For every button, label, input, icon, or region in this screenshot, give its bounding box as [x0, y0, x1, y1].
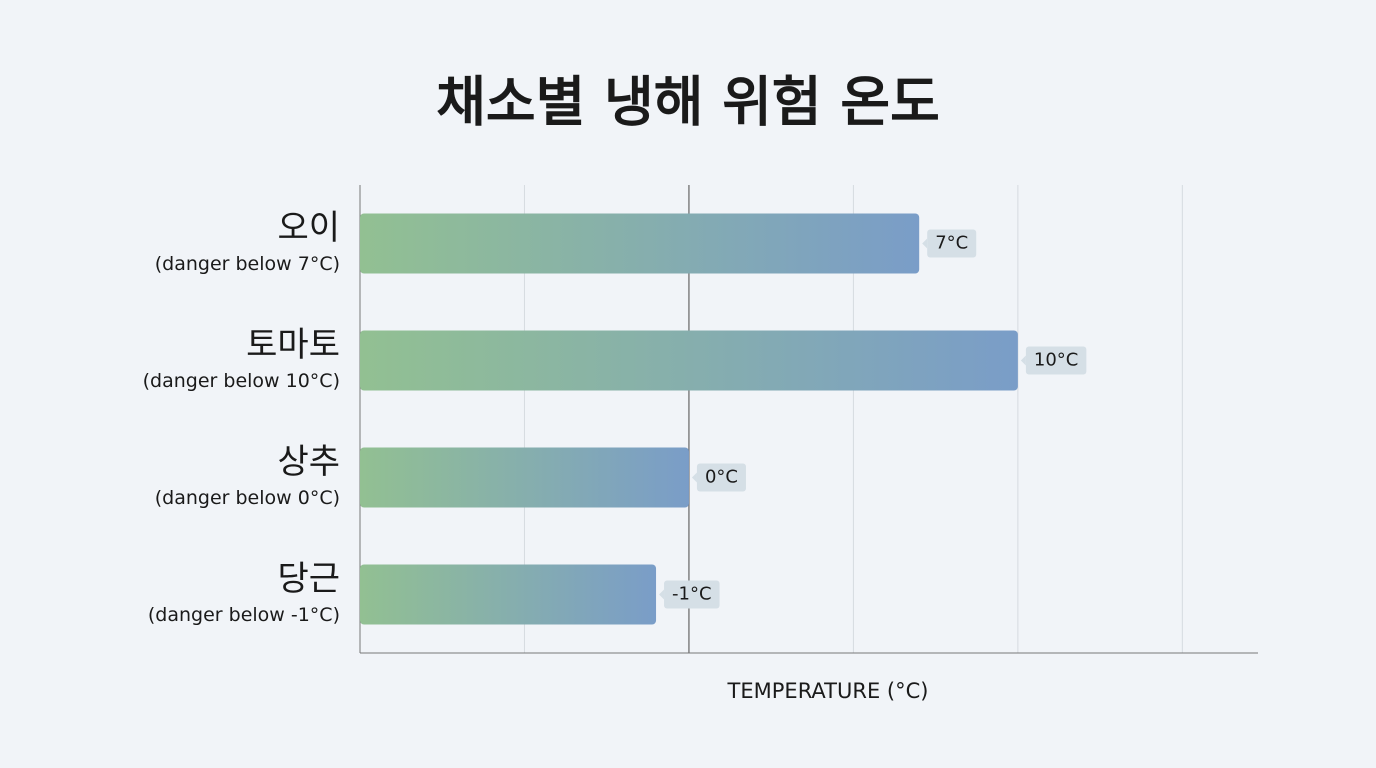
category-label: 당근 — [277, 559, 340, 599]
category-label: 토마토 — [246, 325, 340, 365]
bar — [360, 330, 1018, 391]
category-label: 상추 — [277, 442, 340, 482]
value-label-box — [1025, 346, 1087, 375]
value-label-box — [927, 229, 977, 258]
bar — [360, 213, 920, 274]
value-label-box — [696, 463, 746, 492]
value-label: 10°C — [1034, 350, 1078, 371]
value-label-pointer — [1020, 355, 1026, 366]
value-label-pointer — [659, 589, 665, 600]
value-label: -1°C — [672, 584, 712, 605]
value-label: 7°C — [935, 233, 968, 254]
chart-title: 채소별 냉해 위험 온도 — [436, 71, 940, 134]
value-label-pointer — [691, 472, 697, 483]
value-label: 0°C — [705, 467, 738, 488]
x-axis-label: TEMPERATURE (°C) — [727, 679, 929, 703]
bar — [360, 564, 657, 625]
value-label-pointer — [922, 238, 928, 249]
category-subtitle: (danger below 10°C) — [143, 370, 340, 392]
category-subtitle: (danger below -1°C) — [148, 604, 340, 626]
category-subtitle: (danger below 0°C) — [155, 487, 340, 509]
category-label: 오이 — [277, 208, 340, 248]
category-subtitle: (danger below 7°C) — [155, 253, 340, 275]
value-label-box — [664, 580, 720, 609]
bar — [360, 447, 689, 508]
